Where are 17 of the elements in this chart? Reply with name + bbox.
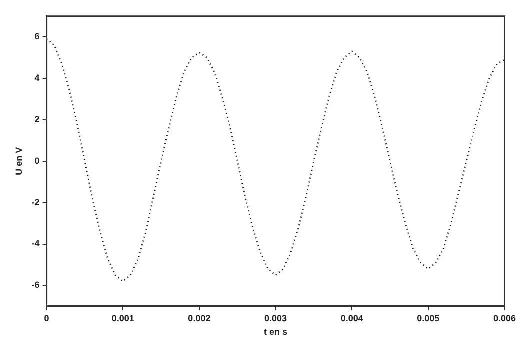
y-tick-label: -4: [32, 238, 40, 249]
y-tick-label: 4: [34, 73, 40, 84]
x-tick-label: 0.006: [493, 313, 516, 324]
x-tick-label: 0.002: [188, 313, 211, 324]
x-tick-label: 0: [44, 313, 50, 324]
x-tick-label: 0.004: [340, 313, 364, 324]
y-axis-title: U en V: [14, 147, 24, 176]
y-tick-label: 0: [34, 156, 40, 166]
x-tick-label: 0.005: [417, 313, 440, 324]
x-axis-title: t en s: [264, 327, 288, 338]
y-tick-label: 2: [34, 114, 40, 124]
y-tick-label: -6: [32, 280, 40, 290]
x-tick-label: 0.003: [264, 313, 288, 324]
line-series: [46, 38, 505, 282]
y-tick-label: -2: [32, 197, 40, 208]
y-tick-label: 6: [34, 32, 40, 42]
x-tick-label: 0.001: [112, 313, 134, 324]
